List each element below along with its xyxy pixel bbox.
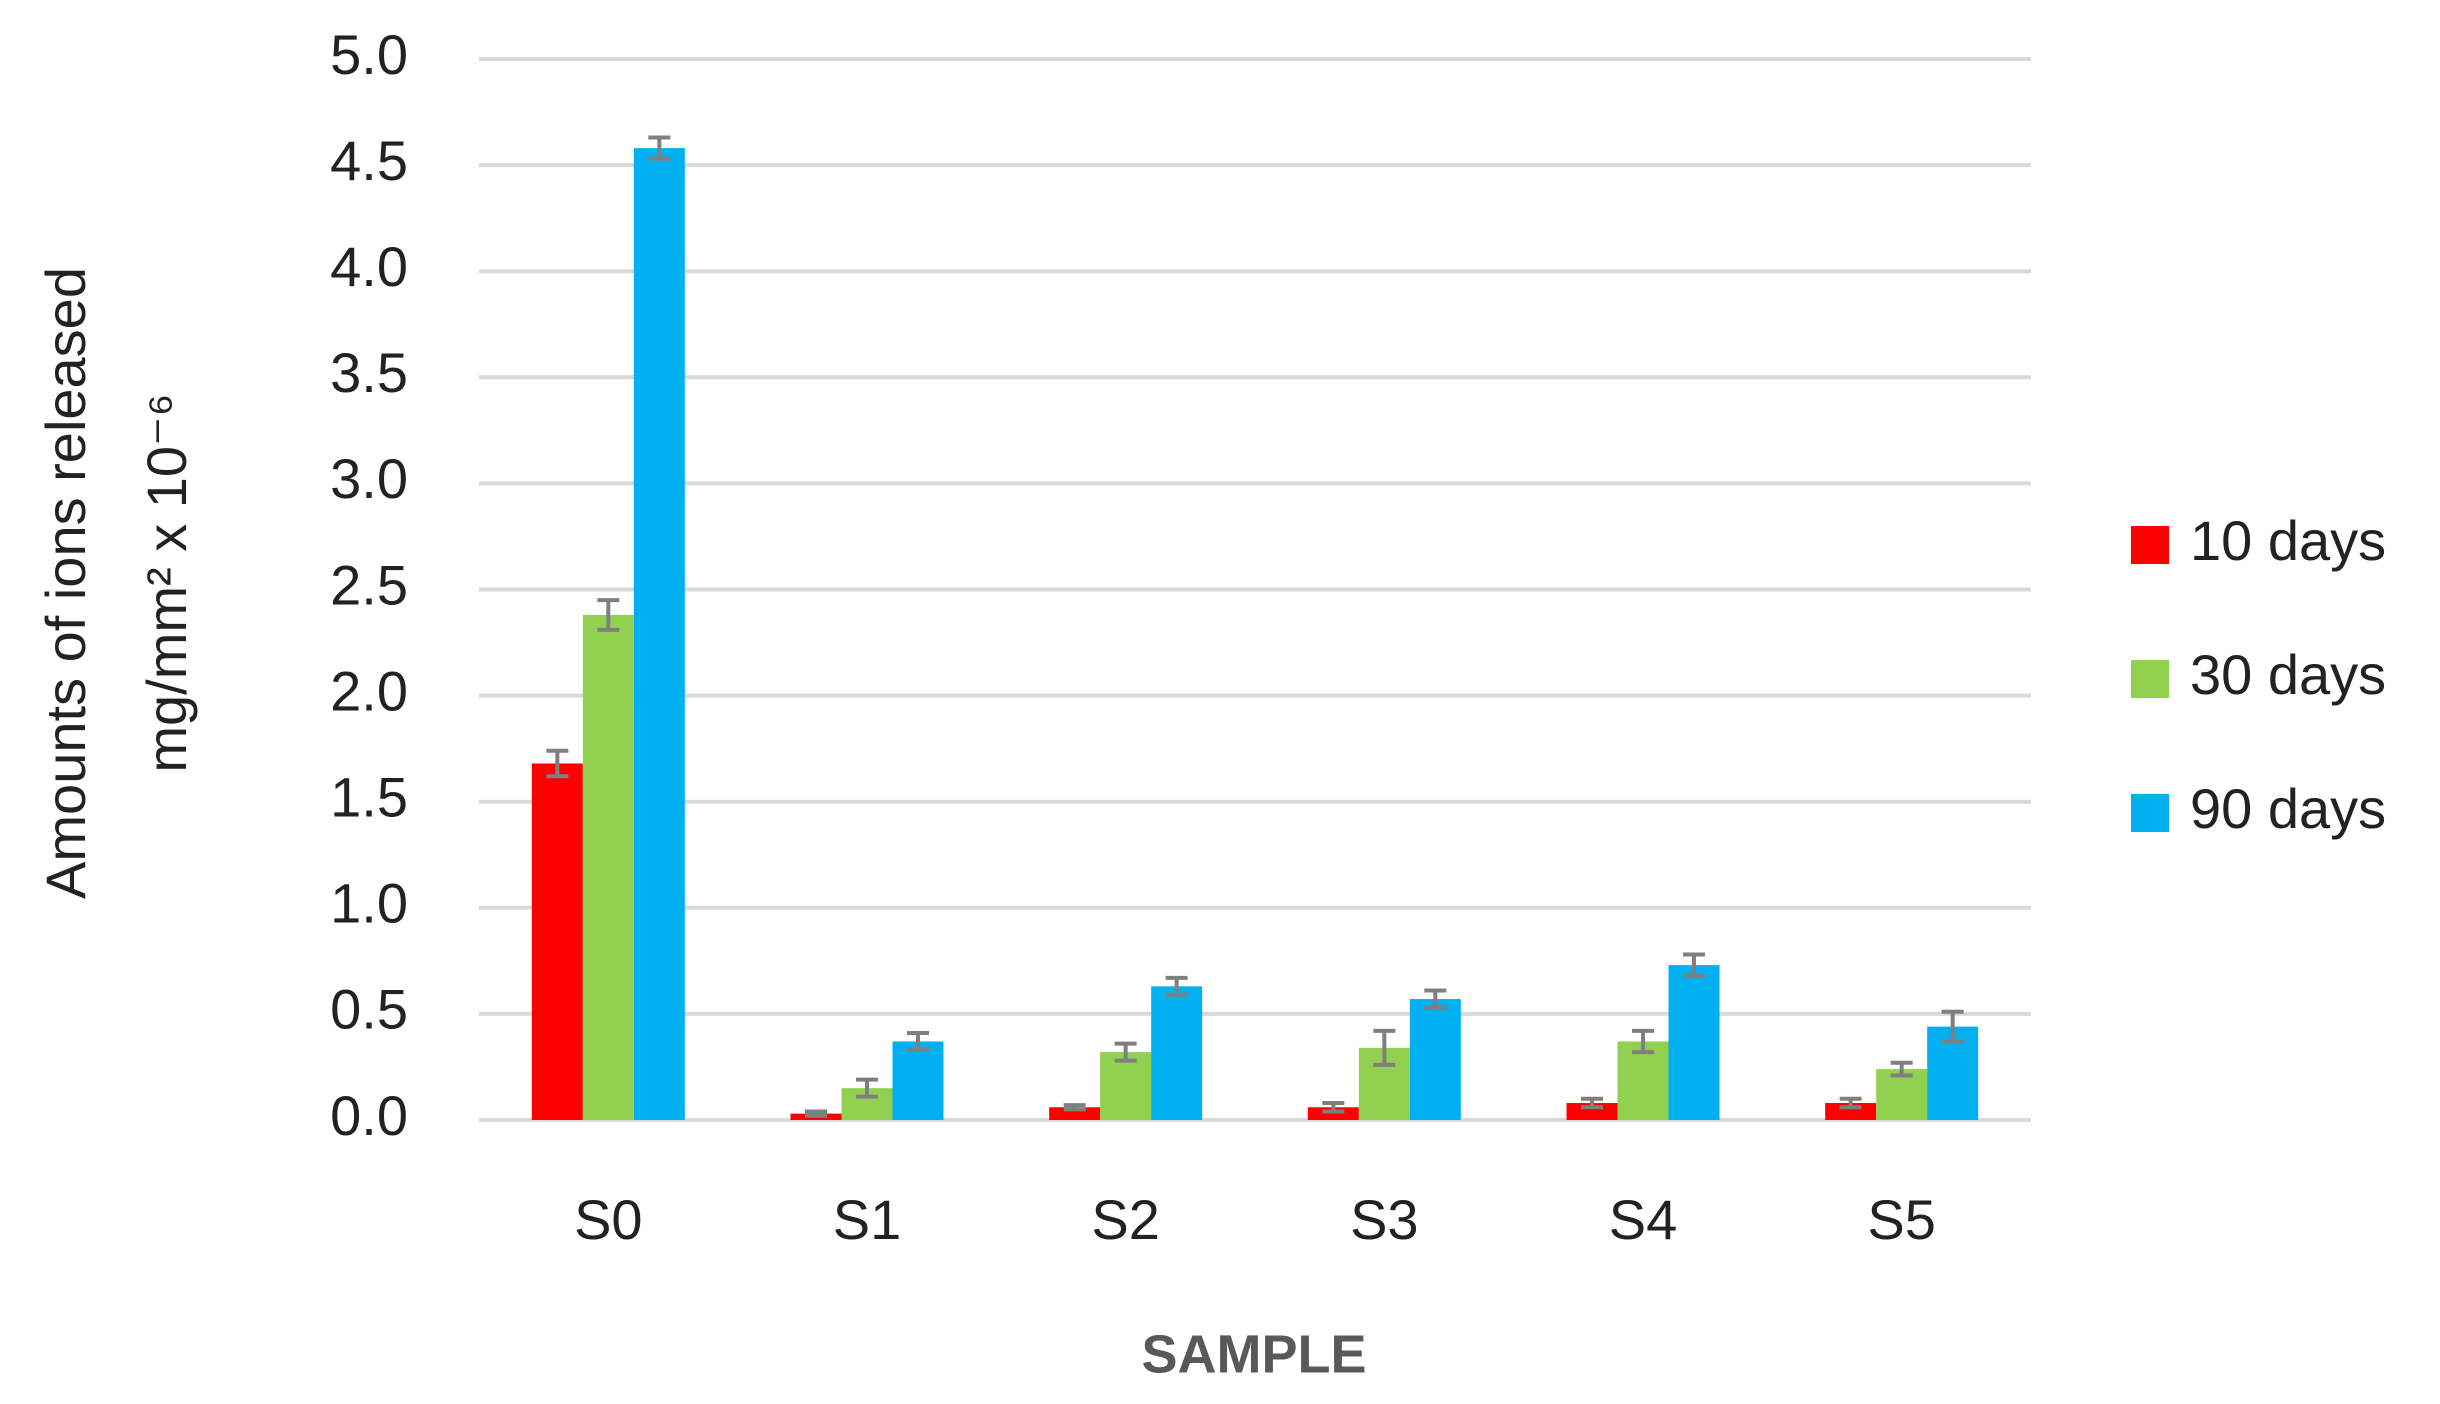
x-tick-label: S0 — [574, 1188, 643, 1251]
y-axis-title: Amounts of ions released — [34, 267, 97, 899]
y-tick-label: 2.5 — [330, 553, 408, 616]
bar — [1876, 1069, 1928, 1120]
x-tick-label: S2 — [1091, 1188, 1160, 1251]
bar — [582, 614, 634, 1120]
y-axis-title: mg/mm² x 10⁻⁶ — [135, 393, 198, 772]
y-tick-label: 1.0 — [330, 872, 408, 935]
legend-swatch — [2131, 794, 2169, 832]
bar — [1100, 1052, 1152, 1120]
y-tick-label: 3.0 — [330, 447, 408, 510]
legend-label: 10 days — [2190, 509, 2386, 572]
bar — [633, 148, 685, 1120]
bar — [1825, 1103, 1877, 1120]
y-tick-label: 1.5 — [330, 765, 408, 828]
bar — [531, 763, 583, 1120]
legend-swatch — [2131, 660, 2169, 698]
legend-label: 90 days — [2190, 777, 2386, 840]
bar — [1617, 1041, 1669, 1120]
y-tick-label: 5.0 — [330, 23, 408, 86]
legend-swatch — [2131, 526, 2169, 564]
y-tick-label: 3.5 — [330, 341, 408, 404]
bar — [1307, 1107, 1359, 1120]
y-tick-label: 4.0 — [330, 235, 408, 298]
bar — [1049, 1107, 1101, 1120]
bar — [1668, 965, 1720, 1120]
bar — [1151, 986, 1203, 1120]
x-tick-label: S4 — [1609, 1188, 1678, 1251]
y-tick-label: 0.5 — [330, 978, 408, 1041]
y-tick-label: 0.0 — [330, 1084, 408, 1147]
x-tick-label: S1 — [833, 1188, 902, 1251]
x-axis-title: SAMPLE — [1141, 1324, 1366, 1384]
bar — [1566, 1103, 1618, 1120]
bar — [892, 1041, 944, 1120]
y-tick-label: 2.0 — [330, 659, 408, 722]
bar — [1409, 999, 1461, 1120]
legend-label: 30 days — [2190, 643, 2386, 706]
x-tick-label: S3 — [1350, 1188, 1419, 1251]
y-tick-label: 4.5 — [330, 129, 408, 192]
x-tick-label: S5 — [1867, 1188, 1936, 1251]
